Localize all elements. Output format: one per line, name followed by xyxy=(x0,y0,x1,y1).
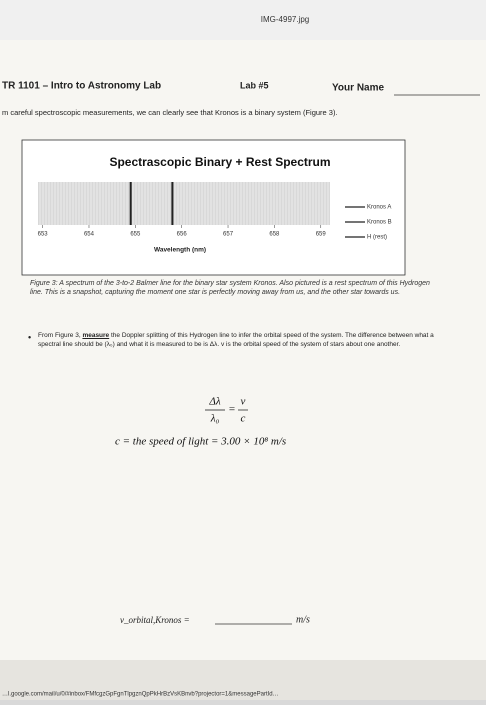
answer-unit: m/s xyxy=(296,614,310,625)
equals: = xyxy=(229,404,235,416)
paper-bottom xyxy=(0,660,486,700)
viewer-bar xyxy=(0,0,486,40)
text: the Doppler splitting of this Hydrogen l… xyxy=(38,332,434,348)
lab: Lab #5 xyxy=(240,80,269,90)
x-tick-label: 654 xyxy=(84,232,95,238)
bullet-text: From Figure 3, measure the Doppler split… xyxy=(38,332,450,350)
denominator: λ₀ xyxy=(210,413,220,425)
x-tick-label: 656 xyxy=(177,232,188,238)
spectrum: 653 654 655 656 657 658 659 xyxy=(38,182,330,238)
bullet-dot: • xyxy=(28,332,31,342)
x-axis-label: Wavelength (nm) xyxy=(154,247,206,254)
filename: IMG-4997.jpg xyxy=(261,15,309,24)
figure-title: Spectrascopic Binary + Rest Spectrum xyxy=(109,155,330,169)
x-tick-label: 657 xyxy=(223,232,234,238)
x-tick-label: 659 xyxy=(316,232,327,238)
course: TR 1101 – Intro to Astronomy Lab xyxy=(2,81,161,92)
equation: Δλ λ₀ = v c c = the speed of light = 3.0… xyxy=(115,396,286,448)
url: …l.google.com/mail/u/0/#inbox/FMfcgzGpFg… xyxy=(2,692,279,698)
caption-box: Figure 3: A spectrum of the 3-to-2 Balme… xyxy=(30,280,430,297)
legend-label: Kronos B xyxy=(367,220,392,226)
bullet-box: From Figure 3, measure the Doppler split… xyxy=(38,332,450,350)
numerator: v xyxy=(241,396,246,408)
name-label: Your Name xyxy=(332,83,384,94)
x-tick-label: 655 xyxy=(130,232,141,238)
answer-label: v_orbital,Kronos = xyxy=(120,615,190,625)
caption: Figure 3: A spectrum of the 3-to-2 Balme… xyxy=(30,280,430,297)
numerator: Δλ xyxy=(208,396,220,408)
text: From Figure 3, xyxy=(38,332,83,339)
legend-label: Kronos A xyxy=(367,205,391,211)
x-tick-label: 653 xyxy=(38,232,49,238)
legend: Kronos A Kronos B H (rest) xyxy=(345,205,392,241)
legend-label: H (rest) xyxy=(367,235,387,241)
denominator: c xyxy=(241,413,246,425)
intro: m careful spectroscopic measurements, we… xyxy=(2,108,338,117)
x-tick-label: 658 xyxy=(269,232,280,238)
constant: c = the speed of light = 3.00 × 10⁸ m/s xyxy=(115,436,286,448)
emphasis: measure xyxy=(82,332,110,339)
